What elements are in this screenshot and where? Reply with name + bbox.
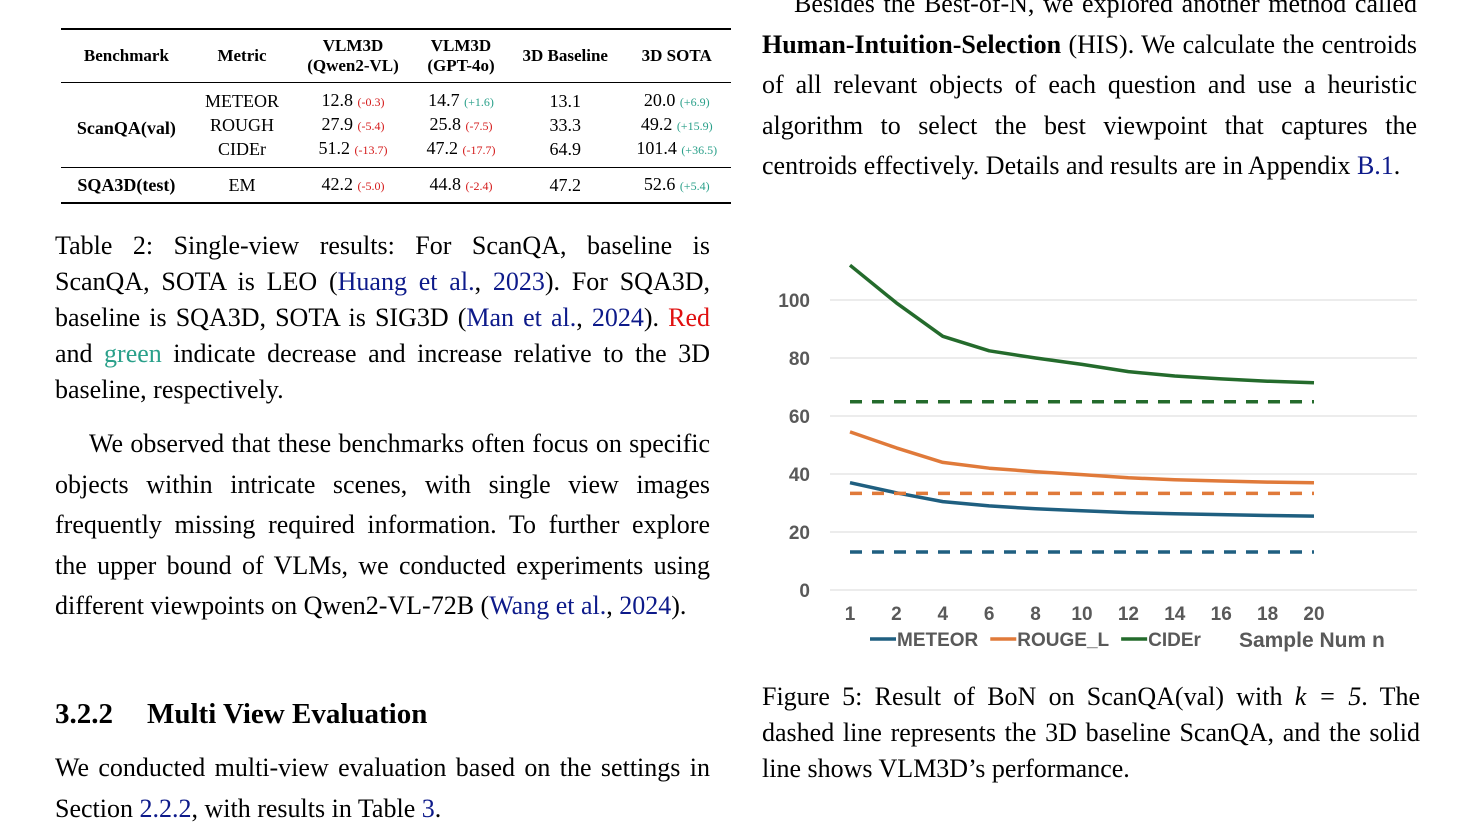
section-heading: 3.2.2 Multi View Evaluation [55, 698, 710, 731]
header-3d-baseline: 3D Baseline [508, 28, 623, 83]
x-tick-label: 8 [1030, 604, 1041, 625]
citation-link[interactable]: Wang et al. [489, 591, 607, 620]
header-benchmark: Benchmark [61, 28, 192, 83]
y-tick-label: 0 [799, 581, 810, 602]
series-line-cider-solid [848, 263, 1315, 385]
results-table: Benchmark Metric VLM3D (Qwen2-VL) VLM3D (G… [61, 28, 731, 204]
section-number: 3.2.2 [55, 698, 113, 730]
x-tick-label: 18 [1257, 604, 1278, 625]
value-cell: 14.7 (+1.6) [428, 90, 494, 110]
legend-label: METEOR [897, 630, 979, 651]
table-row: ROUGH 27.9 (-5.4) 25.8 (-7.5) 33.3 49.2 … [61, 113, 731, 137]
section-title: Multi View Evaluation [147, 698, 428, 730]
x-tick-label: 12 [1118, 604, 1139, 625]
value-cell: 33.3 [549, 115, 581, 135]
x-tick-label: 4 [938, 604, 949, 625]
value-cell: 47.2 [508, 167, 623, 204]
metric-cell: METEOR [204, 91, 279, 111]
table-row: SQA3D(test) EM 42.2 (-5.0) 44.8 (-2.4) 4… [61, 167, 731, 204]
series-line-rouge-l-solid [849, 430, 1315, 485]
x-axis-label: Sample Num n [1239, 629, 1385, 652]
series-line-meteor-solid [849, 480, 1315, 518]
citation-link[interactable]: 2023 [492, 267, 545, 296]
math-expression: k = 5 [1294, 682, 1362, 711]
y-tick-label: 20 [789, 523, 810, 544]
value-cell: 20.0 (+6.9) [643, 90, 710, 110]
x-tick-label: 6 [984, 604, 995, 625]
citation-link[interactable]: Huang et al. [337, 267, 475, 296]
metric-cell: CIDEr [217, 139, 266, 159]
x-tick-label: 1 [845, 604, 856, 625]
body-paragraph: We conducted multi-view evaluation based… [55, 753, 710, 823]
citation-link[interactable]: 2024 [591, 303, 644, 332]
benchmark-cell: SQA3D(test) [61, 167, 192, 204]
y-tick-label: 100 [778, 291, 810, 312]
x-tick-label: 16 [1211, 604, 1232, 625]
value-cell: 52.6 (+5.4) [622, 167, 731, 204]
results-table-container: Benchmark Metric VLM3D (Qwen2-VL) VLM3D (G… [61, 28, 731, 204]
metric-cell: EM [191, 167, 293, 204]
citation-link[interactable]: Man et al. [466, 303, 577, 332]
value-cell: 101.4 (+36.5) [636, 138, 718, 158]
x-tick-label: 2 [891, 604, 902, 625]
value-cell: 27.9 (-5.4) [321, 114, 385, 134]
table-link[interactable]: 3 [421, 793, 435, 823]
section-link[interactable]: 2.2.2 [139, 793, 192, 823]
figure-caption: Figure 5: Result of BoN on ScanQA(val) w… [762, 682, 1420, 783]
table-header-row: Benchmark Metric VLM3D (Qwen2-VL) VLM3D (G… [61, 28, 731, 83]
table-row: ScanQA(val) METEOR 12.8 (-0.3) 14.7 (+1.… [61, 83, 731, 138]
x-tick-label: 20 [1303, 604, 1324, 625]
body-paragraph: Besides the Best-of-N, we explored anoth… [762, 0, 1417, 180]
value-cell: 25.8 (-7.5) [429, 114, 493, 134]
appendix-link[interactable]: B.1 [1356, 151, 1394, 180]
legend-label: ROUGE_L [1017, 630, 1109, 651]
value-cell: 13.1 [549, 91, 581, 111]
y-tick-label: 60 [789, 407, 810, 428]
value-cell: 49.2 (+15.9) [640, 114, 713, 134]
legend-label: CIDEr [1148, 630, 1201, 651]
value-cell: 42.2 (-5.0) [292, 167, 414, 204]
header-metric: Metric [191, 28, 293, 83]
y-tick-label: 80 [789, 349, 810, 370]
citation-link[interactable]: 2024 [619, 591, 672, 620]
value-cell: 47.2 (-17.7) [426, 138, 496, 158]
table-caption: Table 2: Single-view results: For ScanQA… [55, 231, 711, 404]
value-cell: 51.2 (-13.7) [318, 138, 388, 158]
body-paragraph: We observed that these benchmarks often … [55, 429, 710, 620]
value-cell: 64.9 [549, 139, 581, 159]
y-tick-label: 40 [789, 465, 810, 486]
metric-cell: ROUGH [209, 115, 274, 135]
table-row: CIDEr 51.2 (-13.7) 47.2 (-17.7) 64.9 101… [61, 137, 731, 168]
value-cell: 12.8 (-0.3) [321, 90, 385, 110]
x-tick-label: 14 [1164, 604, 1186, 625]
method-name: Human-Intuition-Selection [762, 29, 1062, 59]
header-3d-sota: 3D SOTA [622, 28, 731, 83]
value-cell: 44.8 (-2.4) [413, 167, 509, 204]
benchmark-cell: ScanQA(val) [76, 118, 176, 138]
header-vlm3d-gpt: VLM3D (GPT-4o) [413, 28, 509, 83]
header-vlm3d-qwen: VLM3D (Qwen2-VL) [292, 28, 414, 83]
x-tick-label: 10 [1071, 604, 1092, 625]
